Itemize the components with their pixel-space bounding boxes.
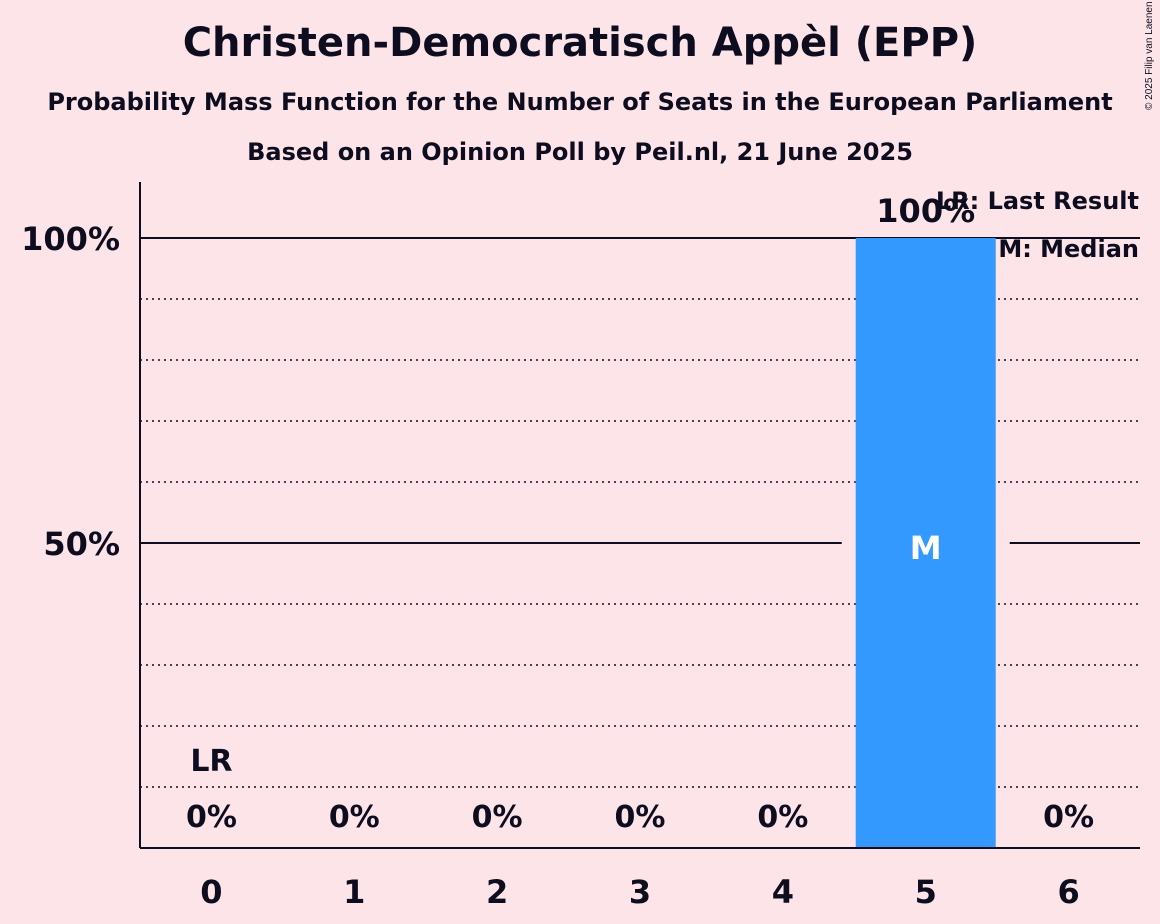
bars xyxy=(841,238,1010,848)
bar-seat-5 xyxy=(855,238,996,848)
x-tick-label: 3 xyxy=(629,873,651,911)
chart-subtitle: Probability Mass Function for the Number… xyxy=(47,88,1113,116)
bar-value-label: 0% xyxy=(615,800,666,835)
axes xyxy=(139,182,1140,849)
x-tick-label: 2 xyxy=(486,873,508,911)
legend: LR: Last Result M: Median xyxy=(936,187,1139,263)
bar-value-label: 0% xyxy=(757,800,808,835)
legend-median: M: Median xyxy=(998,235,1139,263)
bar-value-label: 0% xyxy=(1043,800,1094,835)
bar-value-label: 0% xyxy=(186,800,237,835)
bar-value-label: 0% xyxy=(472,800,523,835)
labels: 50% 100% 0 1 2 3 4 5 6 0% 0% 0% 0% 0% 100% 0% LR M xyxy=(21,192,1094,911)
x-tick-label: 5 xyxy=(915,873,937,911)
last-result-marker: LR xyxy=(190,744,232,779)
bar-value-label: 0% xyxy=(329,800,380,835)
y-tick-label: 100% xyxy=(21,220,120,258)
y-tick-label: 50% xyxy=(43,525,120,563)
legend-last-result: LR: Last Result xyxy=(936,187,1139,215)
bar-value-label: 100% xyxy=(876,192,975,230)
x-tick-label: 0 xyxy=(200,873,222,911)
chart-title: Christen-Democratisch Appèl (EPP) xyxy=(182,20,978,66)
x-tick-label: 4 xyxy=(772,873,794,911)
x-tick-label: 1 xyxy=(343,873,365,911)
x-tick-label: 6 xyxy=(1057,873,1079,911)
chart-source: Based on an Opinion Poll by Peil.nl, 21 … xyxy=(247,138,913,166)
median-marker: M xyxy=(910,529,942,567)
